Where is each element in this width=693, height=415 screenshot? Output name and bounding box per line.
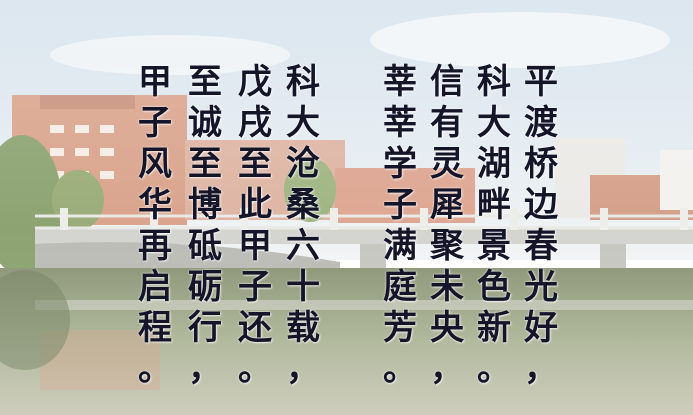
poem-column-7: 至诚至博砥砺行， xyxy=(185,62,225,390)
poem-character: 风 xyxy=(138,144,172,184)
building-left-top xyxy=(40,95,135,109)
poem-character: 甲 xyxy=(238,226,272,266)
poem-character: 莘 xyxy=(383,62,417,102)
poem-character: 沧 xyxy=(286,144,320,184)
poem-character: 大 xyxy=(286,103,320,143)
poem-character: 桑 xyxy=(286,185,320,225)
poem-character: 满 xyxy=(383,226,417,266)
bridge-arch xyxy=(35,242,340,270)
cloud xyxy=(50,35,290,75)
poem-character: 学 xyxy=(383,144,417,184)
building-tall-right xyxy=(660,150,693,210)
poem-character: 芳 xyxy=(383,308,417,348)
poem-character: 渡 xyxy=(524,103,558,143)
poem-character: 新 xyxy=(477,308,511,348)
poem-character: 未 xyxy=(430,267,464,307)
poem-character: 央 xyxy=(430,308,464,348)
poem-character: 甲 xyxy=(138,62,172,102)
building-right-brick xyxy=(335,168,475,223)
poem-column-2: 科大湖畔景色新。 xyxy=(474,62,514,390)
poem-character: 好 xyxy=(524,308,558,348)
poem-column-3: 信有灵犀聚未央， xyxy=(427,62,467,390)
poem-character: 。 xyxy=(138,349,172,389)
poem-character: 科 xyxy=(477,62,511,102)
poem-character: 湖 xyxy=(477,144,511,184)
bridge-posts xyxy=(60,208,688,230)
water xyxy=(0,268,693,415)
poem-column-6: 戊戌至此甲子还。 xyxy=(235,62,275,390)
poem-character: 光 xyxy=(524,267,558,307)
poem-character: 戌 xyxy=(238,103,272,143)
poem-character: 诚 xyxy=(188,103,222,143)
poem-character: 至 xyxy=(188,62,222,102)
cloud xyxy=(370,12,670,68)
poem-character: 莘 xyxy=(383,103,417,143)
poem-character: 桥 xyxy=(524,144,558,184)
poem-character: 行 xyxy=(188,308,222,348)
poem-character: 启 xyxy=(138,267,172,307)
poem-character: 大 xyxy=(477,103,511,143)
poem-character: 子 xyxy=(138,103,172,143)
poem-character: 砺 xyxy=(188,267,222,307)
poem-character: 程 xyxy=(138,308,172,348)
poem-character: 科 xyxy=(286,62,320,102)
poem-character: 还 xyxy=(238,308,272,348)
poem-character: 载 xyxy=(286,308,320,348)
poem-character: 十 xyxy=(286,267,320,307)
poem-character: 子 xyxy=(383,185,417,225)
poem-character: 子 xyxy=(238,267,272,307)
bridge-railing xyxy=(35,214,693,230)
poem-character: 戊 xyxy=(238,62,272,102)
poem-character: 。 xyxy=(238,349,272,389)
tree-center xyxy=(284,158,336,222)
poem-character: 。 xyxy=(477,349,511,389)
poem-character: ， xyxy=(430,349,464,389)
poem-character: 犀 xyxy=(430,185,464,225)
poem-character: 此 xyxy=(238,185,272,225)
poem-column-1: 平渡桥边春光好， xyxy=(521,62,561,390)
poem-character: 有 xyxy=(430,103,464,143)
poem-column-5: 科大沧桑六十载， xyxy=(283,62,323,390)
poem-character: 聚 xyxy=(430,226,464,266)
poem-character: 畔 xyxy=(477,185,511,225)
poem-character: 再 xyxy=(138,226,172,266)
poem-character: ， xyxy=(524,349,558,389)
poem-character: 庭 xyxy=(383,267,417,307)
poem-character: 。 xyxy=(383,349,417,389)
poem-character: ， xyxy=(188,349,222,389)
poem-character: 砥 xyxy=(188,226,222,266)
poem-character: 信 xyxy=(430,62,464,102)
poem-column-4: 莘莘学子满庭芳。 xyxy=(380,62,420,390)
poem-character: 灵 xyxy=(430,144,464,184)
poem-character: 博 xyxy=(188,185,222,225)
poem-character: 华 xyxy=(138,185,172,225)
poem-character: 至 xyxy=(238,144,272,184)
poem-character: 景 xyxy=(477,226,511,266)
reflection-bridge xyxy=(35,300,693,310)
poem-character: 至 xyxy=(188,144,222,184)
poem-character: 六 xyxy=(286,226,320,266)
poem-character: 春 xyxy=(524,226,558,266)
poem-character: 色 xyxy=(477,267,511,307)
bridge-deck xyxy=(35,228,693,244)
reflection-tree xyxy=(0,270,70,370)
poem-character: 平 xyxy=(524,62,558,102)
poem-character: ， xyxy=(286,349,320,389)
poem-character: 边 xyxy=(524,185,558,225)
poem-column-8: 甲子风华再启程。 xyxy=(135,62,175,390)
